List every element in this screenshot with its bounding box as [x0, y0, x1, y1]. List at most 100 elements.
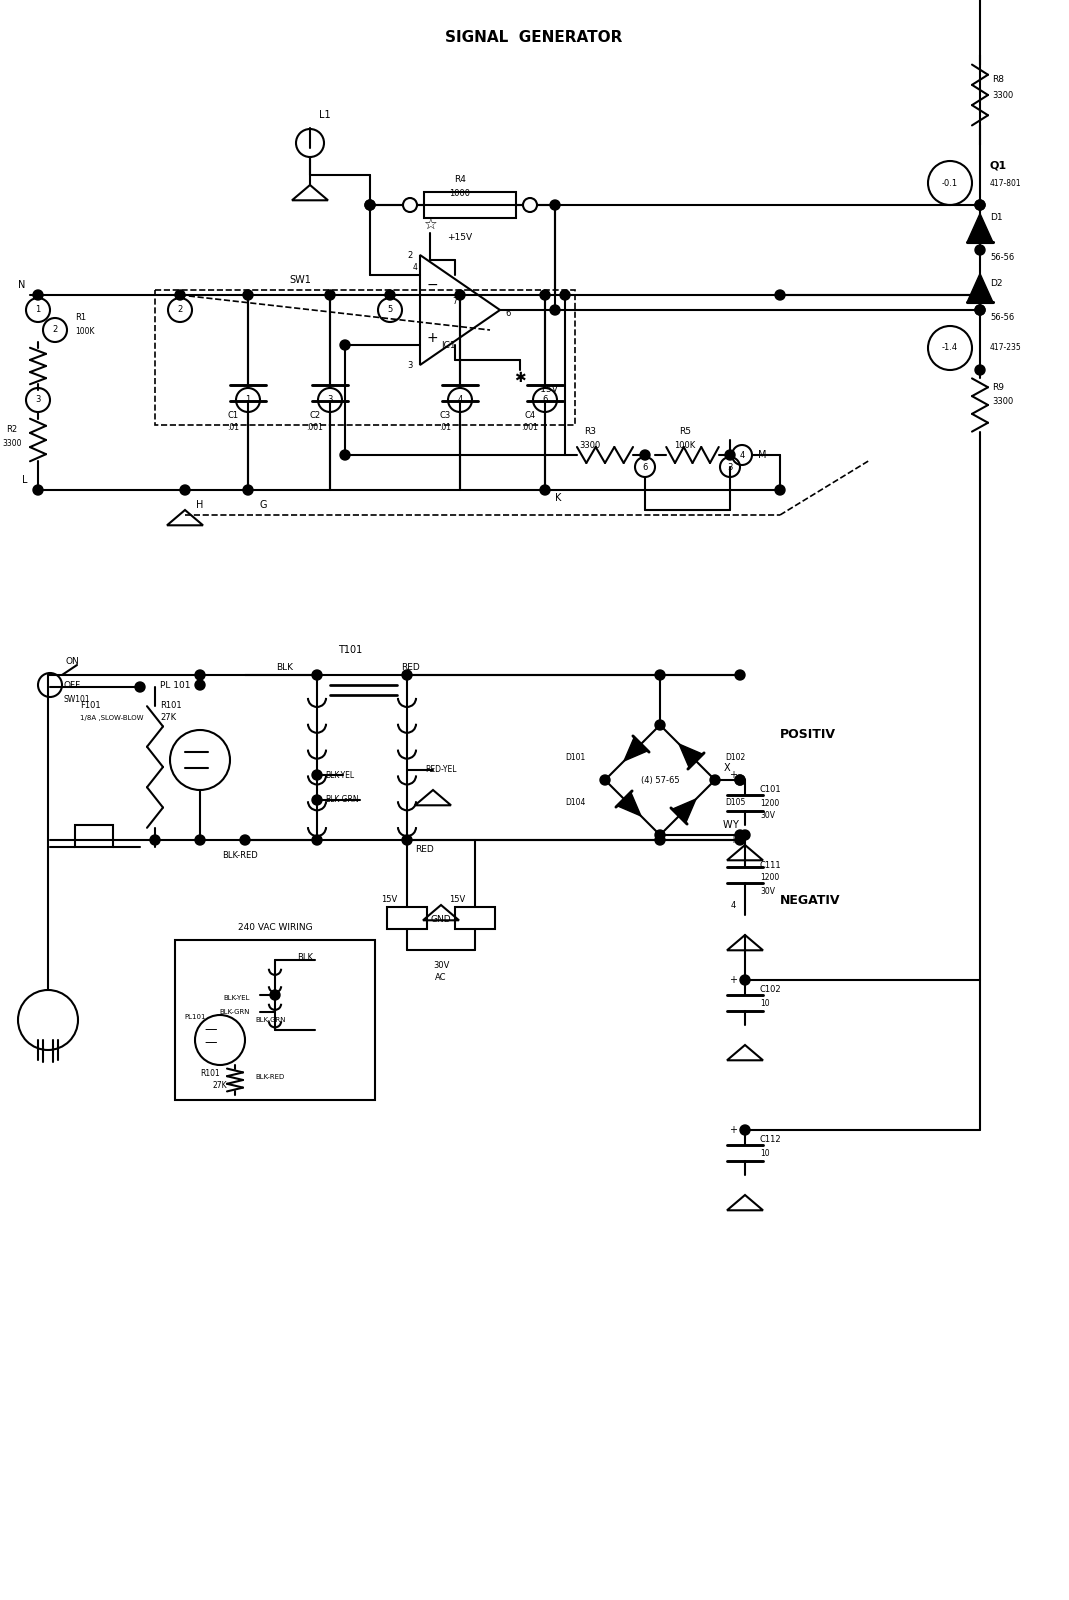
Text: 4: 4: [740, 451, 745, 459]
Text: POSITIV: POSITIV: [780, 728, 836, 741]
Text: 30V: 30V: [433, 960, 449, 970]
Text: 100K: 100K: [75, 326, 94, 336]
Text: .01: .01: [227, 422, 239, 432]
Text: 417-235: 417-235: [990, 344, 1022, 352]
Circle shape: [312, 770, 322, 781]
Polygon shape: [624, 738, 648, 762]
Circle shape: [340, 450, 350, 461]
Text: .001: .001: [522, 422, 539, 432]
Text: (4) 57-65: (4) 57-65: [640, 776, 679, 784]
Circle shape: [725, 450, 735, 461]
Text: 3: 3: [407, 360, 413, 370]
Text: 27K: 27K: [160, 714, 176, 723]
Circle shape: [735, 830, 745, 840]
Text: BLK-YEL: BLK-YEL: [325, 771, 354, 779]
Text: 56-56: 56-56: [990, 314, 1014, 323]
Circle shape: [312, 795, 322, 805]
Text: IC1: IC1: [440, 341, 455, 349]
Circle shape: [180, 485, 190, 494]
Text: C102: C102: [760, 986, 781, 995]
Text: 240 VAC WIRING: 240 VAC WIRING: [237, 923, 312, 933]
Text: +: +: [729, 770, 737, 781]
Text: G: G: [260, 499, 267, 510]
Text: —: —: [205, 1024, 217, 1037]
Text: 1/8A ,SLOW-BLOW: 1/8A ,SLOW-BLOW: [80, 715, 143, 722]
Text: PL 101: PL 101: [159, 680, 190, 690]
Text: K: K: [555, 493, 561, 502]
Text: +: +: [729, 1125, 737, 1134]
Text: 15V: 15V: [381, 896, 397, 904]
Circle shape: [403, 198, 417, 211]
Text: X: X: [724, 763, 730, 773]
Circle shape: [735, 670, 745, 680]
Circle shape: [740, 974, 750, 986]
Text: AC: AC: [435, 973, 447, 982]
Circle shape: [735, 774, 745, 786]
Circle shape: [975, 306, 985, 315]
Text: D104: D104: [564, 798, 585, 806]
Circle shape: [241, 835, 250, 845]
Circle shape: [540, 485, 549, 494]
Text: RED-YEL: RED-YEL: [425, 765, 456, 774]
Text: −: −: [427, 278, 438, 291]
Circle shape: [549, 200, 560, 210]
Text: C2: C2: [309, 411, 321, 419]
Text: 3: 3: [327, 395, 332, 405]
Text: RED: RED: [401, 664, 419, 672]
Circle shape: [740, 830, 750, 840]
Text: 15V: 15V: [449, 896, 465, 904]
Text: 3: 3: [727, 462, 732, 472]
Text: R8: R8: [992, 75, 1004, 85]
Text: .01: .01: [439, 422, 451, 432]
Text: ✱: ✱: [514, 371, 526, 386]
Text: D1: D1: [990, 213, 1003, 222]
Circle shape: [365, 200, 375, 210]
Circle shape: [365, 200, 375, 210]
Text: 4: 4: [458, 395, 463, 405]
Circle shape: [195, 670, 205, 680]
Text: C111: C111: [760, 861, 781, 869]
Circle shape: [560, 290, 570, 301]
Text: BLK: BLK: [277, 664, 294, 672]
Circle shape: [655, 720, 665, 730]
Circle shape: [325, 290, 335, 301]
Text: SW1: SW1: [289, 275, 311, 285]
Polygon shape: [967, 213, 993, 242]
Text: C1: C1: [228, 411, 238, 419]
Circle shape: [600, 774, 610, 786]
Bar: [75, 826, 113, 846]
Polygon shape: [672, 798, 696, 822]
Text: -1.4: -1.4: [942, 344, 958, 352]
Text: 1: 1: [246, 395, 250, 405]
Text: Y: Y: [732, 819, 738, 830]
Text: BLK-GRN: BLK-GRN: [219, 1010, 250, 1014]
Text: BLK: BLK: [297, 954, 313, 963]
Text: 10: 10: [760, 1149, 770, 1157]
Circle shape: [243, 485, 253, 494]
Text: C101: C101: [760, 786, 781, 795]
Circle shape: [775, 485, 785, 494]
Circle shape: [33, 485, 43, 494]
Text: C4: C4: [525, 411, 536, 419]
Text: 100K: 100K: [675, 440, 696, 450]
Text: PL101: PL101: [184, 1014, 205, 1021]
Text: M: M: [758, 450, 766, 461]
Circle shape: [150, 835, 160, 845]
Text: L1: L1: [320, 110, 330, 120]
Circle shape: [740, 1125, 750, 1134]
Text: 3300: 3300: [992, 397, 1013, 406]
Text: 3300: 3300: [2, 438, 21, 448]
Bar: [175, 939, 375, 1101]
Text: R1: R1: [75, 314, 87, 323]
Text: SW101: SW101: [63, 696, 90, 704]
Text: Q1: Q1: [990, 160, 1007, 170]
Circle shape: [455, 290, 465, 301]
Circle shape: [975, 245, 985, 254]
Text: R101: R101: [200, 1069, 220, 1077]
Circle shape: [655, 670, 665, 680]
Circle shape: [975, 200, 985, 210]
Text: R2: R2: [6, 426, 17, 435]
Text: 6: 6: [506, 309, 511, 317]
Text: L: L: [22, 475, 28, 485]
Text: 2: 2: [177, 306, 183, 315]
